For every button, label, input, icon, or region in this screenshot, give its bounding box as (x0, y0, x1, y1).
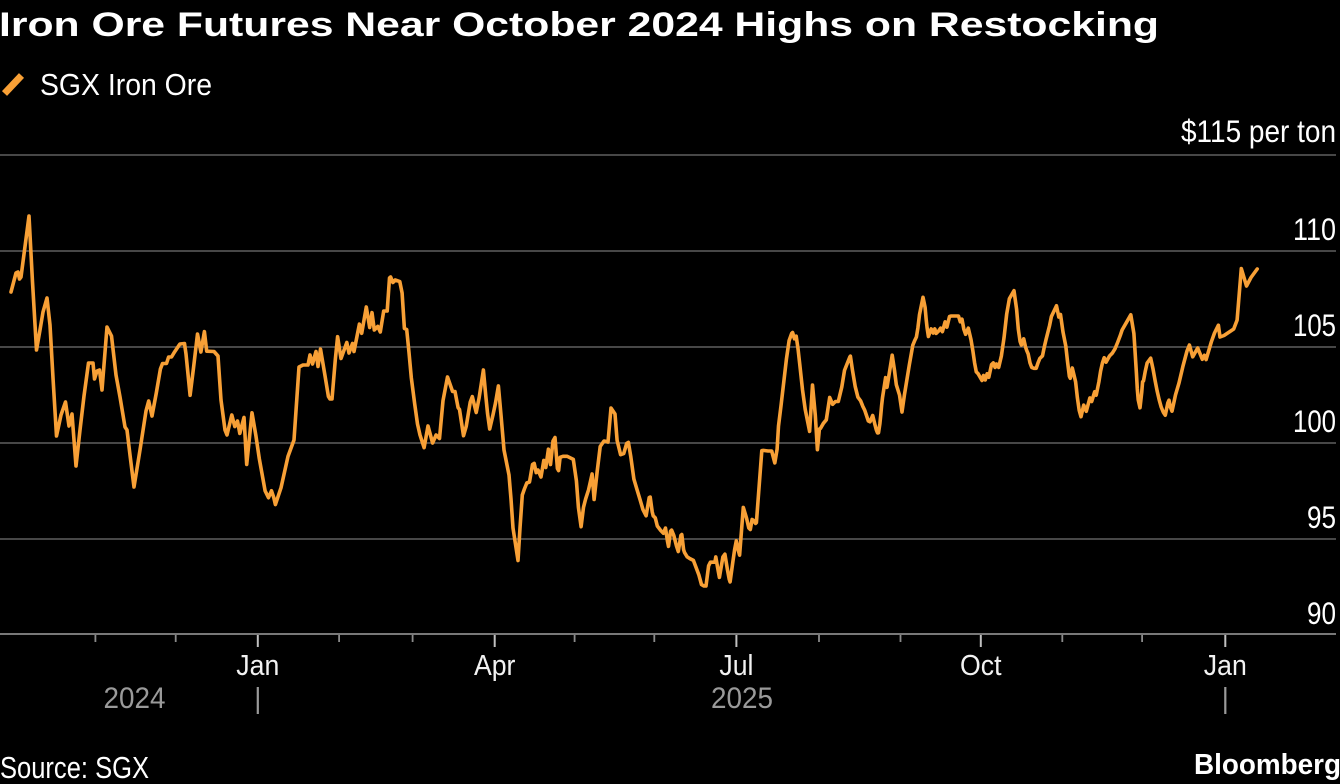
svg-text:100: 100 (1293, 403, 1336, 439)
svg-text:Iron Ore Futures Near October: Iron Ore Futures Near October 2024 Highs… (0, 6, 1159, 44)
svg-text:95: 95 (1307, 499, 1336, 535)
svg-text:2025: 2025 (711, 682, 773, 715)
svg-text:SGX Iron Ore: SGX Iron Ore (40, 67, 212, 102)
svg-text:2024: 2024 (104, 682, 166, 715)
svg-text:Bloomberg: Bloomberg (1194, 749, 1340, 781)
svg-text:105: 105 (1293, 307, 1336, 343)
svg-text:Jan: Jan (1204, 650, 1247, 682)
svg-text:$115 per ton: $115 per ton (1181, 113, 1336, 149)
svg-text:90: 90 (1307, 595, 1336, 631)
svg-text:Oct: Oct (960, 650, 1002, 682)
svg-text:Jul: Jul (719, 650, 753, 682)
svg-text:Apr: Apr (474, 650, 516, 682)
svg-text:Jan: Jan (236, 650, 279, 682)
svg-text:110: 110 (1293, 211, 1336, 247)
svg-text:Source: SGX: Source: SGX (0, 750, 149, 784)
